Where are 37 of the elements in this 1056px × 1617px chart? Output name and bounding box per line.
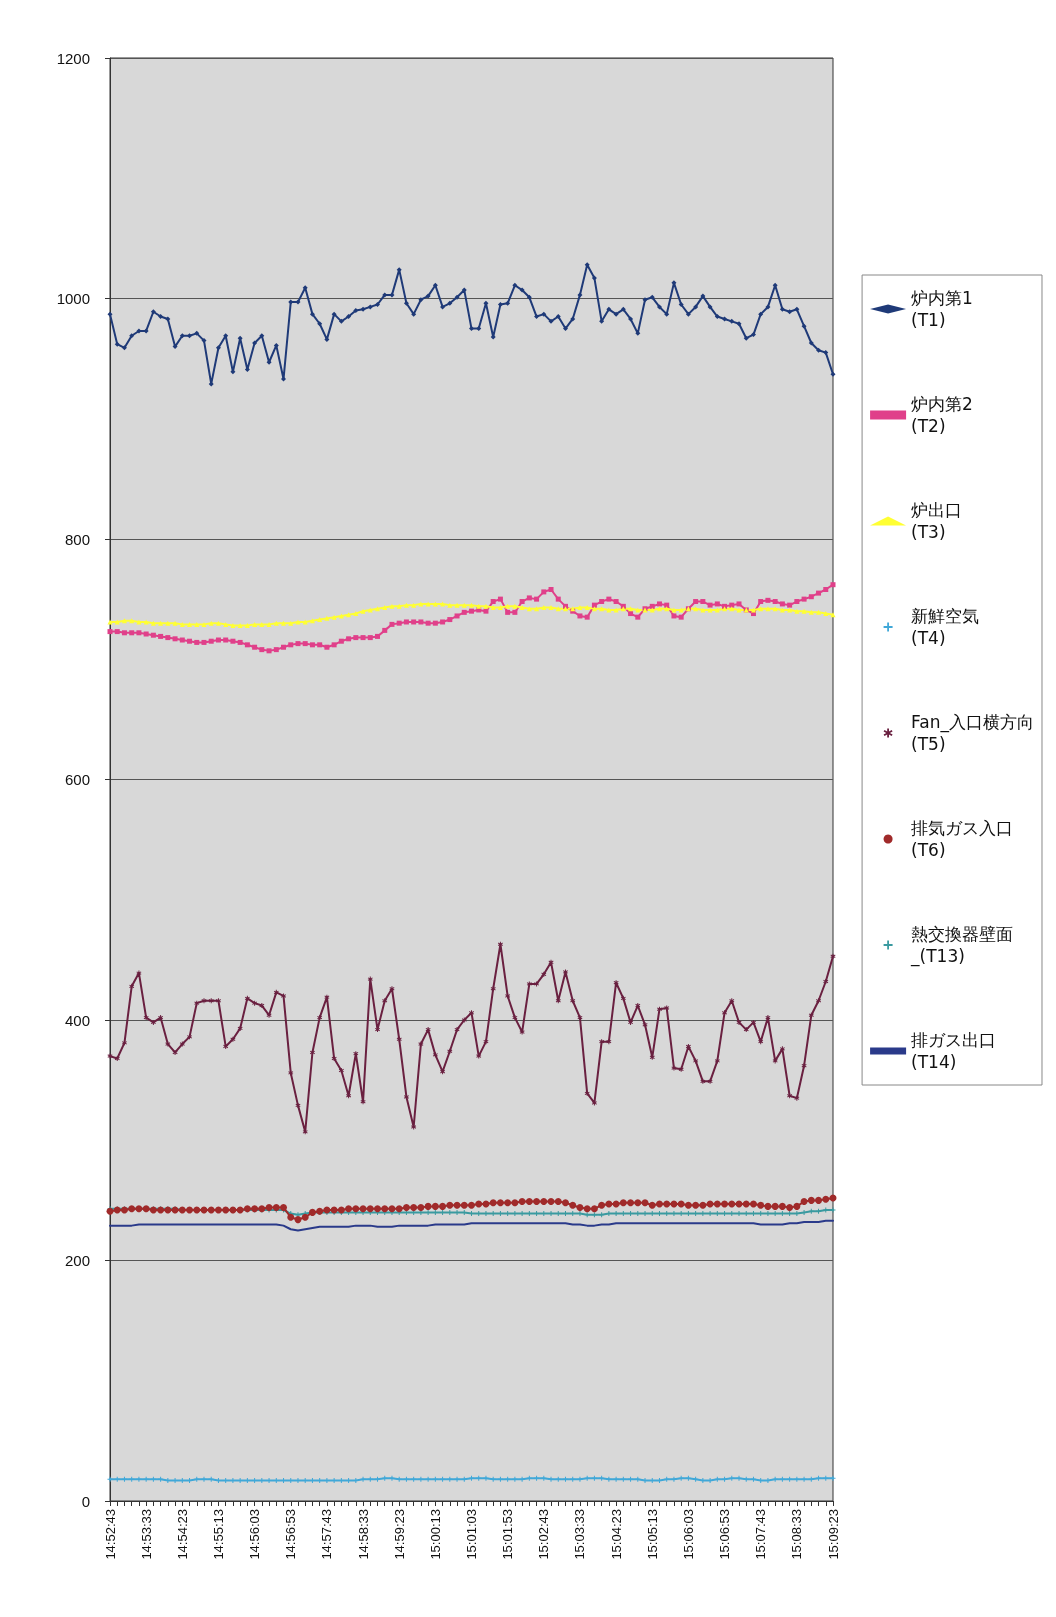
y-tick-label: 0	[81, 1492, 90, 1510]
x-tick-label: 14:52:43	[102, 1509, 118, 1560]
x-tick-label: 14:55:13	[210, 1509, 226, 1560]
x-tick-label: 14:57:43	[319, 1509, 335, 1560]
legend-label: 炉内第1 (T1)	[911, 288, 973, 330]
x-tick-label: 14:56:53	[283, 1509, 299, 1560]
y-tick-label: 600	[64, 771, 90, 788]
line-series	[109, 1219, 834, 1232]
x-tick-label: 15:06:03	[680, 1509, 696, 1560]
x-tick-label: 15:01:53	[500, 1509, 516, 1560]
x-tick-label: 15:00:13	[427, 1509, 443, 1560]
legend-label: 熱交換器壁面 _(T13)	[910, 924, 1014, 967]
x-tick-label: 14:54:23	[174, 1509, 190, 1560]
legend-label: 炉出口 (T3)	[911, 500, 963, 542]
x-tick-label: 15:08:33	[789, 1509, 805, 1560]
x-tick-label: 15:09:23	[825, 1509, 841, 1560]
x-tick-label: 15:04:23	[608, 1509, 624, 1560]
legend-label: 炉内第2 (T2)	[911, 394, 973, 436]
y-tick-label: 1000	[56, 290, 90, 307]
x-tick-label: 14:56:03	[247, 1509, 263, 1560]
x-tick-label: 15:05:13	[644, 1509, 660, 1560]
y-tick-label: 800	[64, 530, 90, 548]
x-tick-label: 14:53:33	[138, 1509, 154, 1560]
x-tick-label: 14:58:33	[355, 1509, 371, 1560]
y-tick-label: 400	[64, 1011, 90, 1029]
x-tick-label: 14:59:23	[391, 1509, 407, 1560]
y-tick-label: 1200	[56, 49, 90, 67]
legend-label: 排気ガス入口 (T6)	[911, 818, 1014, 860]
y-tick-label: 200	[64, 1252, 90, 1269]
x-tick-label: 15:02:43	[536, 1509, 552, 1560]
legend-label: 新鮮空気 (T4)	[911, 606, 980, 648]
legend-label: Fan_入口横方向 (T5)	[911, 712, 1035, 754]
legend-label: 排ガス出口 (T14)	[911, 1030, 997, 1072]
x-tick-label: 15:07:43	[753, 1509, 769, 1560]
x-tick-label: 15:03:33	[572, 1509, 588, 1560]
x-tick-label: 15:01:03	[464, 1509, 479, 1560]
x-tick-label: 15:06:53	[717, 1509, 733, 1560]
